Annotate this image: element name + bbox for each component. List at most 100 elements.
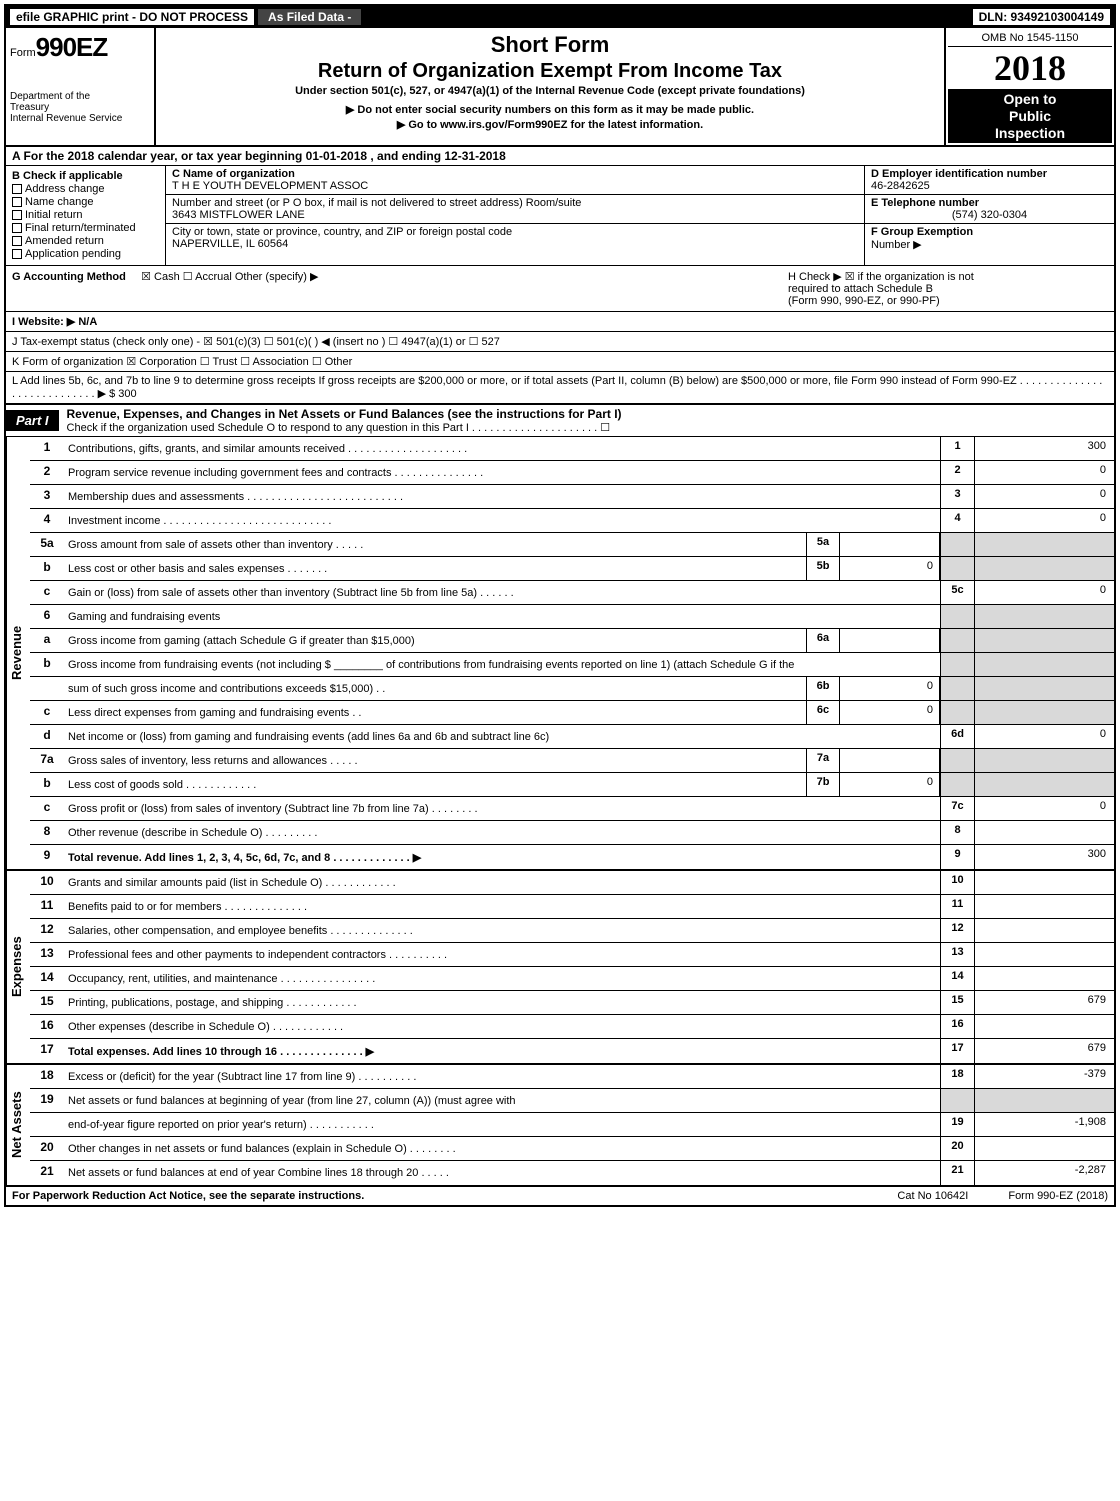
- city-state-zip: NAPERVILLE, IL 60564: [172, 238, 288, 250]
- part1-label: Part I: [6, 410, 59, 431]
- row-i-website: I Website: ▶ N/A: [6, 312, 1114, 332]
- chk-name-change[interactable]: Name change: [12, 196, 159, 208]
- line-7b: b Less cost of goods sold . . . . . . . …: [30, 773, 1114, 797]
- row-k-org-form: K Form of organization ☒ Corporation ☐ T…: [6, 352, 1114, 372]
- b-title: B Check if applicable: [12, 170, 159, 182]
- dept-line3: Internal Revenue Service: [10, 113, 150, 124]
- line-16: 16 Other expenses (describe in Schedule …: [30, 1015, 1114, 1039]
- section-d-e-f: D Employer identification number 46-2842…: [864, 166, 1114, 265]
- form-header: Form990EZ Department of the Treasury Int…: [6, 28, 1114, 147]
- netassets-rows: 18 Excess or (deficit) for the year (Sub…: [30, 1065, 1114, 1185]
- short-form-title: Short Form: [160, 32, 940, 58]
- line-19a: 19 Net assets or fund balances at beginn…: [30, 1089, 1114, 1113]
- section-b-c-d: B Check if applicable Address change Nam…: [6, 166, 1114, 266]
- line-6d: d Net income or (loss) from gaming and f…: [30, 725, 1114, 749]
- footer-cat-no: Cat No 10642I: [897, 1190, 968, 1202]
- phone-value: (574) 320-0304: [871, 209, 1108, 221]
- line-5a: 5a Gross amount from sale of assets othe…: [30, 533, 1114, 557]
- footer-left: For Paperwork Reduction Act Notice, see …: [12, 1190, 857, 1202]
- section-b: B Check if applicable Address change Nam…: [6, 166, 166, 265]
- line-8: 8 Other revenue (describe in Schedule O)…: [30, 821, 1114, 845]
- netassets-section: Net Assets 18 Excess or (deficit) for th…: [6, 1065, 1114, 1185]
- expenses-side-label: Expenses: [6, 871, 30, 1063]
- dept-line2: Treasury: [10, 102, 150, 113]
- expenses-section: Expenses 10 Grants and similar amounts p…: [6, 871, 1114, 1065]
- line-19b: end-of-year figure reported on prior yea…: [30, 1113, 1114, 1137]
- revenue-section: Revenue 1 Contributions, gifts, grants, …: [6, 437, 1114, 871]
- line-10: 10 Grants and similar amounts paid (list…: [30, 871, 1114, 895]
- line-21: 21 Net assets or fund balances at end of…: [30, 1161, 1114, 1185]
- open-line1: Open to: [948, 91, 1112, 108]
- chk-address-change[interactable]: Address change: [12, 183, 159, 195]
- line-7a: 7a Gross sales of inventory, less return…: [30, 749, 1114, 773]
- part1-sub: Check if the organization used Schedule …: [67, 421, 1106, 434]
- efile-left: efile GRAPHIC print - DO NOT PROCESS: [10, 9, 254, 25]
- city-label: City or town, state or province, country…: [172, 226, 512, 238]
- line-6a: a Gross income from gaming (attach Sched…: [30, 629, 1114, 653]
- dln-number: DLN: 93492103004149: [973, 9, 1110, 25]
- form-990ez-page: efile GRAPHIC print - DO NOT PROCESS As …: [4, 4, 1116, 1207]
- chk-amended-return[interactable]: Amended return: [12, 235, 159, 247]
- chk-final-return[interactable]: Final return/terminated: [12, 222, 159, 234]
- line-6: 6 Gaming and fundraising events: [30, 605, 1114, 629]
- row-j-tax-status: J Tax-exempt status (check only one) - ☒…: [6, 332, 1114, 352]
- line-5b: b Less cost or other basis and sales exp…: [30, 557, 1114, 581]
- form-prefix: Form: [10, 47, 36, 59]
- part1-title: Revenue, Expenses, and Changes in Net As…: [59, 405, 1114, 436]
- chk-initial-return[interactable]: Initial return: [12, 209, 159, 221]
- row-a-tax-year: A For the 2018 calendar year, or tax yea…: [6, 147, 1114, 166]
- g-label: G Accounting Method: [12, 271, 126, 283]
- revenue-rows: 1 Contributions, gifts, grants, and simi…: [30, 437, 1114, 869]
- header-left: Form990EZ Department of the Treasury Int…: [6, 28, 156, 145]
- tax-year: 2018: [948, 47, 1112, 89]
- h-line2: required to attach Schedule B: [788, 283, 1108, 295]
- header-note2: ▶ Go to www.irs.gov/Form990EZ for the la…: [160, 118, 940, 131]
- dept-line1: Department of the: [10, 91, 150, 102]
- open-line2: Public: [948, 108, 1112, 125]
- line-6b-part1: b Gross income from fundraising events (…: [30, 653, 1114, 677]
- footer-form-ref: Form 990-EZ (2018): [1008, 1190, 1108, 1202]
- line-1: 1 Contributions, gifts, grants, and simi…: [30, 437, 1114, 461]
- section-c: C Name of organization T H E YOUTH DEVEL…: [166, 166, 864, 265]
- line-6c: c Less direct expenses from gaming and f…: [30, 701, 1114, 725]
- row-l-gross-receipts: L Add lines 5b, 6c, and 7b to line 9 to …: [6, 372, 1114, 404]
- open-public-box: Open to Public Inspection: [948, 89, 1112, 143]
- f-group-number: Number ▶: [871, 239, 922, 251]
- header-right: OMB No 1545-1150 2018 Open to Public Ins…: [944, 28, 1114, 145]
- g-accounting: G Accounting Method ☒ Cash ☐ Accrual Oth…: [12, 270, 788, 307]
- addr-label: Number and street (or P O box, if mail i…: [172, 197, 581, 209]
- c-name-label: C Name of organization: [172, 168, 295, 180]
- h-check: H Check ▶ ☒ if the organization is not r…: [788, 270, 1108, 307]
- efile-topbar: efile GRAPHIC print - DO NOT PROCESS As …: [6, 6, 1114, 28]
- line-20: 20 Other changes in net assets or fund b…: [30, 1137, 1114, 1161]
- header-center: Short Form Return of Organization Exempt…: [156, 28, 944, 145]
- line-15: 15 Printing, publications, postage, and …: [30, 991, 1114, 1015]
- g-options: ☒ Cash ☐ Accrual Other (specify) ▶: [141, 271, 318, 283]
- line-12: 12 Salaries, other compensation, and emp…: [30, 919, 1114, 943]
- header-subtitle: Under section 501(c), 527, or 4947(a)(1)…: [160, 85, 940, 97]
- line-7c: c Gross profit or (loss) from sales of i…: [30, 797, 1114, 821]
- header-note1: ▶ Do not enter social security numbers o…: [160, 103, 940, 116]
- line-4: 4 Investment income . . . . . . . . . . …: [30, 509, 1114, 533]
- line-6b-part2: sum of such gross income and contributio…: [30, 677, 1114, 701]
- return-title: Return of Organization Exempt From Incom…: [160, 60, 940, 83]
- efile-mid: As Filed Data -: [258, 9, 361, 25]
- ein-value: 46-2842625: [871, 180, 1108, 192]
- e-phone-label: E Telephone number: [871, 197, 1108, 209]
- expenses-rows: 10 Grants and similar amounts paid (list…: [30, 871, 1114, 1063]
- chk-application-pending[interactable]: Application pending: [12, 248, 159, 260]
- street-address: 3643 MISTFLOWER LANE: [172, 209, 305, 221]
- line-18: 18 Excess or (deficit) for the year (Sub…: [30, 1065, 1114, 1089]
- line-3: 3 Membership dues and assessments . . . …: [30, 485, 1114, 509]
- page-footer: For Paperwork Reduction Act Notice, see …: [6, 1185, 1114, 1205]
- netassets-side-label: Net Assets: [6, 1065, 30, 1185]
- line-11: 11 Benefits paid to or for members . . .…: [30, 895, 1114, 919]
- line-14: 14 Occupancy, rent, utilities, and maint…: [30, 967, 1114, 991]
- f-group-label: F Group Exemption: [871, 226, 973, 238]
- line-17: 17 Total expenses. Add lines 10 through …: [30, 1039, 1114, 1063]
- omb-number: OMB No 1545-1150: [948, 30, 1112, 47]
- h-line3: (Form 990, 990-EZ, or 990-PF): [788, 295, 1108, 307]
- form-number: 990EZ: [36, 32, 108, 62]
- revenue-side-label: Revenue: [6, 437, 30, 869]
- h-line1: H Check ▶ ☒ if the organization is not: [788, 270, 1108, 283]
